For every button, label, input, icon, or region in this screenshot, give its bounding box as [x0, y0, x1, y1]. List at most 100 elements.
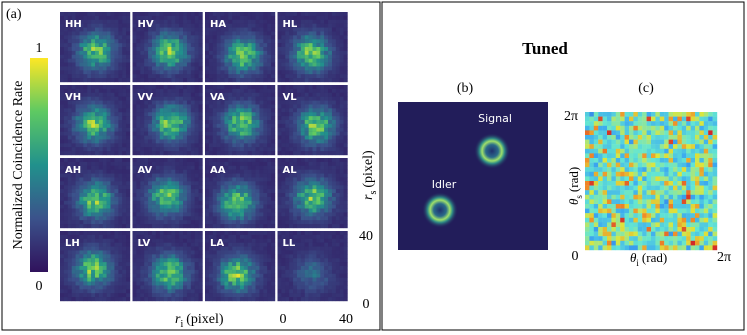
pixel — [187, 243, 191, 247]
pixel — [324, 239, 328, 243]
pixel — [191, 43, 195, 47]
pixel — [232, 116, 236, 120]
pixel — [297, 78, 301, 82]
pixel — [164, 285, 168, 289]
pixel — [183, 201, 187, 205]
pixel — [285, 78, 289, 82]
pixel — [248, 20, 252, 24]
pixel — [91, 205, 95, 209]
pixel — [126, 136, 130, 140]
pixel — [256, 185, 260, 189]
pixel — [232, 247, 236, 251]
pixel — [224, 31, 228, 35]
pixel — [114, 205, 118, 209]
pixel — [114, 278, 118, 282]
pixel — [328, 193, 332, 197]
pixel — [175, 59, 179, 63]
pixel — [107, 247, 111, 251]
pixel — [313, 136, 317, 140]
pixel — [232, 239, 236, 243]
pixel — [83, 270, 87, 274]
pixel — [267, 116, 271, 120]
pixel — [221, 220, 225, 224]
pixel — [95, 20, 99, 24]
pixel — [126, 205, 130, 209]
pixel — [68, 177, 72, 181]
pixel — [344, 189, 348, 193]
pixel — [72, 216, 76, 220]
pixel — [195, 93, 199, 97]
pixel — [320, 66, 324, 70]
pixel — [259, 116, 263, 120]
pixel — [156, 282, 160, 286]
pixel — [191, 166, 195, 170]
pixel — [60, 185, 64, 189]
pixel — [328, 243, 332, 247]
pixel — [224, 51, 228, 55]
pixel — [91, 254, 95, 258]
pixel — [240, 112, 244, 116]
pixel — [236, 55, 240, 59]
pixel — [256, 104, 260, 108]
pixel — [79, 250, 83, 254]
pixel — [248, 297, 252, 301]
pixel — [248, 231, 252, 235]
pixel — [236, 104, 240, 108]
pixel — [301, 201, 305, 205]
pixel — [152, 55, 156, 59]
pixel — [103, 101, 107, 105]
pixel — [213, 31, 217, 35]
pixel — [76, 212, 80, 216]
pixel — [191, 39, 195, 43]
pixel — [240, 47, 244, 51]
pixel — [217, 63, 221, 67]
pixel — [209, 185, 213, 189]
pixel — [228, 250, 232, 254]
pixel — [60, 181, 64, 185]
pixel — [263, 143, 267, 147]
pixel — [199, 297, 203, 301]
pixel — [267, 35, 271, 39]
pixel — [259, 89, 263, 93]
pixel — [316, 147, 320, 151]
pixel — [263, 177, 267, 181]
pixel — [187, 289, 191, 293]
pixel — [232, 220, 236, 224]
pixel — [83, 31, 87, 35]
pixel — [248, 108, 252, 112]
pixel — [205, 128, 209, 132]
pixel — [79, 197, 83, 201]
pixel — [267, 216, 271, 220]
pixel — [183, 250, 187, 254]
pixel — [187, 66, 191, 70]
pixel — [305, 28, 309, 32]
pixel — [114, 120, 118, 124]
pixel — [278, 158, 282, 162]
pixel — [126, 170, 130, 174]
pixel — [344, 158, 348, 162]
pixel — [148, 139, 152, 143]
pixel — [289, 132, 293, 136]
pixel — [252, 51, 256, 55]
pixel — [256, 12, 260, 16]
pixel — [271, 216, 275, 220]
pixel — [179, 147, 183, 151]
pixel — [79, 31, 83, 35]
pixel — [83, 220, 87, 224]
pixel — [248, 97, 252, 101]
pixel — [195, 132, 199, 136]
pixel — [252, 31, 256, 35]
pixel — [126, 143, 130, 147]
pixel — [191, 116, 195, 120]
pixel — [289, 116, 293, 120]
pixel — [244, 66, 248, 70]
pixel — [344, 16, 348, 20]
pixel — [328, 209, 332, 213]
pixel — [179, 224, 183, 228]
pixel — [336, 166, 340, 170]
pixel — [217, 258, 221, 262]
pixel — [136, 59, 140, 63]
pixel — [99, 20, 103, 24]
pixel — [83, 12, 87, 16]
pixel — [271, 104, 275, 108]
